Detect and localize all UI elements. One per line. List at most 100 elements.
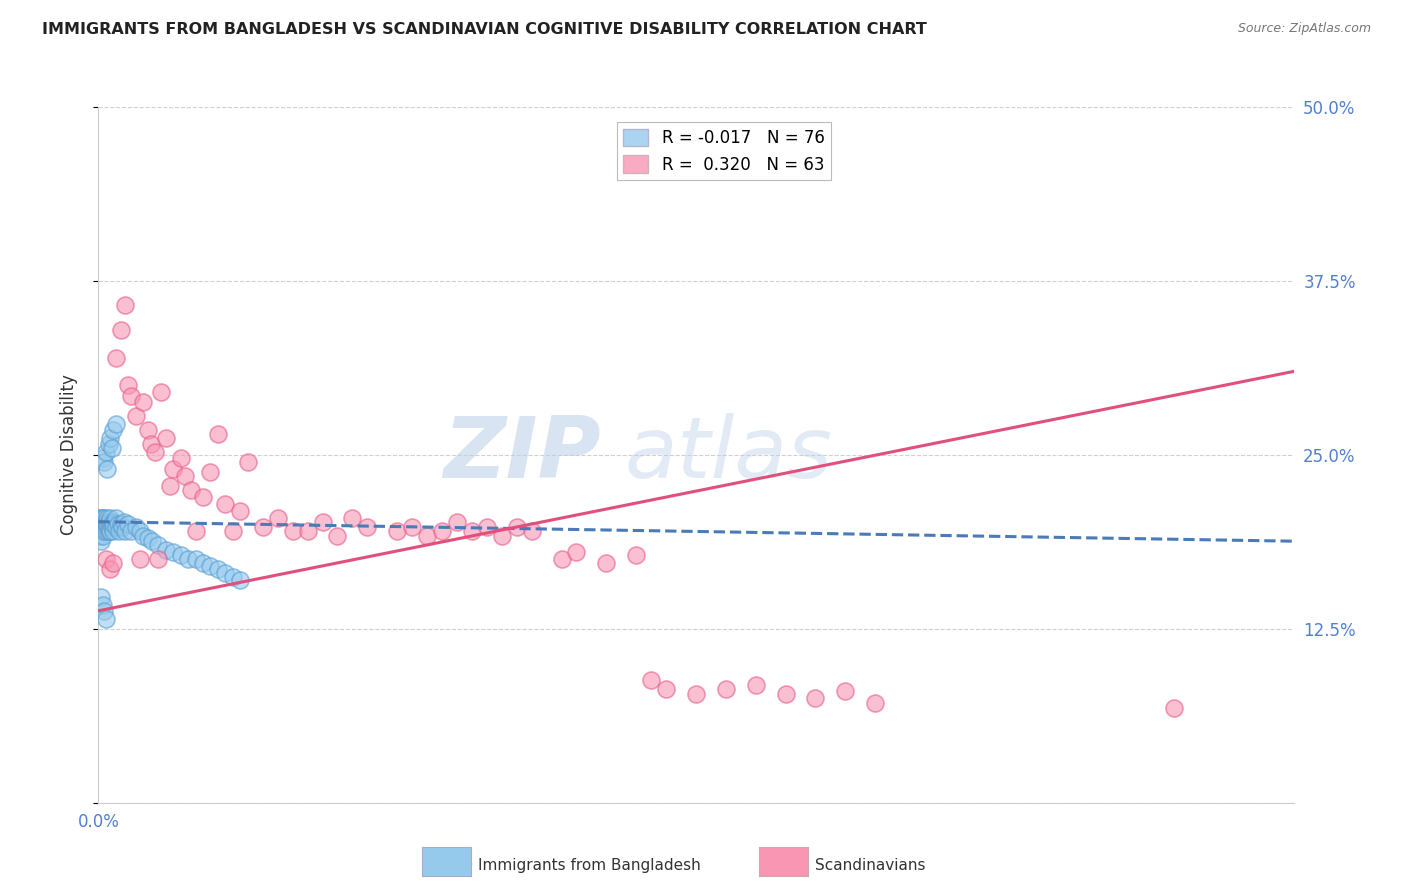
- Point: [94, 612, 117, 626]
- Point: [162, 545, 184, 559]
- Point: [385, 524, 409, 539]
- Text: Scandinavians: Scandinavians: [815, 858, 927, 872]
- Point: [91, 510, 114, 524]
- Point: [191, 490, 214, 504]
- Point: [148, 538, 170, 552]
- Point: [90, 520, 112, 534]
- Point: [110, 323, 132, 337]
- Point: [155, 431, 177, 445]
- Point: [148, 552, 170, 566]
- Point: [103, 517, 125, 532]
- Point: [136, 423, 159, 437]
- Point: [96, 520, 118, 534]
- Point: [401, 520, 423, 534]
- Point: [297, 524, 319, 539]
- Point: [103, 557, 125, 571]
- Point: [96, 462, 118, 476]
- Point: [200, 465, 222, 479]
- Point: [155, 542, 177, 557]
- Point: [326, 528, 349, 542]
- Point: [96, 510, 118, 524]
- Point: [804, 691, 827, 706]
- Point: [180, 483, 202, 497]
- Text: ZIP: ZIP: [443, 413, 600, 497]
- Point: [1163, 701, 1185, 715]
- Point: [506, 520, 529, 534]
- Point: [169, 450, 191, 465]
- Text: Immigrants from Bangladesh: Immigrants from Bangladesh: [478, 858, 700, 872]
- Text: IMMIGRANTS FROM BANGLADESH VS SCANDINAVIAN COGNITIVE DISABILITY CORRELATION CHAR: IMMIGRANTS FROM BANGLADESH VS SCANDINAVI…: [42, 22, 927, 37]
- Point: [105, 520, 128, 534]
- Point: [93, 520, 115, 534]
- Point: [94, 445, 117, 459]
- Point: [655, 681, 678, 696]
- Point: [834, 684, 856, 698]
- Point: [89, 528, 111, 542]
- Point: [129, 552, 152, 566]
- Point: [89, 517, 111, 532]
- Point: [94, 552, 117, 566]
- Point: [100, 517, 122, 532]
- Point: [229, 573, 252, 587]
- Point: [93, 524, 115, 539]
- Point: [775, 687, 797, 701]
- Point: [108, 524, 131, 539]
- Point: [97, 437, 120, 451]
- Point: [89, 510, 111, 524]
- Point: [626, 548, 648, 562]
- Point: [93, 455, 115, 469]
- Point: [159, 478, 181, 492]
- Point: [114, 298, 136, 312]
- Point: [97, 524, 120, 539]
- Point: [120, 524, 142, 539]
- Point: [214, 497, 236, 511]
- Point: [550, 552, 572, 566]
- Point: [94, 524, 117, 539]
- Point: [141, 534, 163, 549]
- Point: [91, 517, 114, 532]
- Point: [520, 524, 543, 539]
- Point: [214, 566, 236, 581]
- Point: [114, 524, 136, 539]
- Point: [125, 520, 148, 534]
- Point: [105, 510, 128, 524]
- Point: [91, 598, 114, 612]
- Point: [565, 545, 588, 559]
- Point: [207, 562, 229, 576]
- Point: [90, 590, 112, 604]
- Point: [207, 427, 229, 442]
- Point: [117, 378, 139, 392]
- Point: [169, 548, 191, 562]
- Text: atlas: atlas: [624, 413, 832, 497]
- Point: [103, 515, 125, 529]
- Point: [446, 515, 468, 529]
- Point: [200, 559, 222, 574]
- Point: [105, 351, 128, 365]
- Point: [475, 520, 498, 534]
- Point: [640, 673, 662, 688]
- Text: Source: ZipAtlas.com: Source: ZipAtlas.com: [1237, 22, 1371, 36]
- Point: [91, 522, 114, 536]
- Point: [100, 524, 122, 539]
- Point: [103, 524, 125, 539]
- Point: [595, 557, 617, 571]
- Point: [90, 515, 112, 529]
- Point: [229, 503, 252, 517]
- Point: [281, 524, 304, 539]
- Point: [97, 520, 120, 534]
- Point: [222, 570, 245, 584]
- Point: [143, 445, 166, 459]
- Point: [184, 524, 207, 539]
- Point: [491, 528, 513, 542]
- Point: [105, 417, 128, 432]
- Point: [111, 520, 134, 534]
- Point: [745, 677, 768, 691]
- Point: [97, 515, 120, 529]
- Point: [90, 524, 112, 539]
- Point: [117, 517, 139, 532]
- Point: [356, 520, 378, 534]
- Point: [177, 552, 200, 566]
- Point: [139, 437, 162, 451]
- Point: [107, 517, 129, 532]
- Point: [91, 450, 114, 465]
